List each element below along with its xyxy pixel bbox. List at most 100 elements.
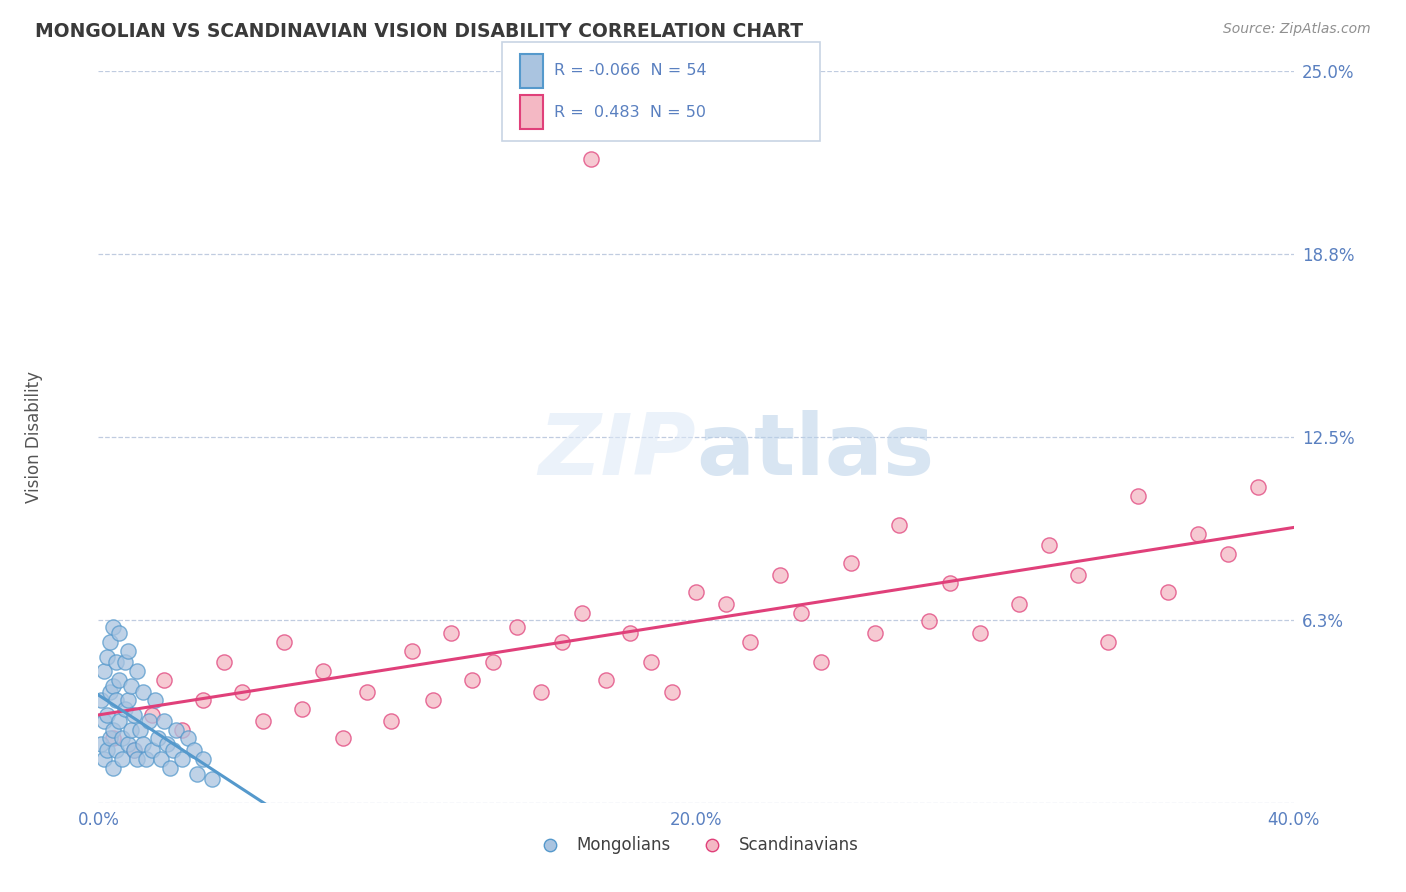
Point xyxy=(124,708,146,723)
Point xyxy=(114,702,136,716)
Point xyxy=(127,664,149,678)
Point xyxy=(1216,547,1239,561)
Point xyxy=(506,620,529,634)
Point xyxy=(1097,635,1119,649)
Point xyxy=(148,731,170,746)
Point xyxy=(550,635,572,649)
Point xyxy=(482,656,505,670)
Point xyxy=(93,664,115,678)
Point xyxy=(738,635,761,649)
Point xyxy=(103,620,125,634)
Point xyxy=(201,772,224,787)
Point xyxy=(177,731,200,746)
Point xyxy=(380,714,402,728)
Point xyxy=(1008,597,1031,611)
Point xyxy=(98,731,122,746)
Point xyxy=(132,737,155,751)
Point xyxy=(939,576,962,591)
Point xyxy=(865,626,887,640)
Point xyxy=(124,743,146,757)
Point xyxy=(117,693,139,707)
Point xyxy=(117,643,139,657)
Point xyxy=(422,693,444,707)
Point xyxy=(1247,480,1270,494)
Point xyxy=(619,626,641,640)
Point xyxy=(640,656,662,670)
Point xyxy=(186,766,208,780)
Point xyxy=(114,656,136,670)
Point xyxy=(1187,526,1209,541)
Point xyxy=(661,684,683,698)
Y-axis label: Vision Disability: Vision Disability xyxy=(25,371,42,503)
Point xyxy=(103,761,125,775)
Point xyxy=(356,684,378,698)
Point xyxy=(108,714,131,728)
Point xyxy=(90,693,112,707)
Point xyxy=(98,684,122,698)
Point xyxy=(401,643,423,657)
Point xyxy=(595,673,617,687)
Point xyxy=(1067,567,1090,582)
Point xyxy=(810,656,832,670)
Point xyxy=(1157,585,1180,599)
Point xyxy=(252,714,274,728)
Point xyxy=(138,714,160,728)
Point xyxy=(571,606,593,620)
Point xyxy=(141,708,163,723)
Point xyxy=(103,679,125,693)
Point xyxy=(105,693,128,707)
Point xyxy=(461,673,484,687)
Point xyxy=(96,649,118,664)
Text: atlas: atlas xyxy=(696,410,934,493)
Point xyxy=(769,567,792,582)
Point xyxy=(311,664,333,678)
Point xyxy=(273,635,295,649)
Legend: Mongolians, Scandinavians: Mongolians, Scandinavians xyxy=(526,829,866,860)
Point xyxy=(93,752,115,766)
Point xyxy=(111,752,134,766)
Point xyxy=(103,723,125,737)
Point xyxy=(165,723,187,737)
Point xyxy=(969,626,991,640)
Point xyxy=(714,597,737,611)
Point xyxy=(120,723,142,737)
Point xyxy=(183,743,205,757)
Point xyxy=(212,656,235,670)
Point xyxy=(135,752,157,766)
Point xyxy=(159,761,181,775)
Point xyxy=(127,752,149,766)
Point xyxy=(291,702,314,716)
Point xyxy=(789,606,811,620)
Point xyxy=(120,679,142,693)
Point xyxy=(172,752,194,766)
Point xyxy=(108,673,131,687)
Point xyxy=(108,626,131,640)
Point xyxy=(172,723,194,737)
Point xyxy=(153,673,176,687)
Text: MONGOLIAN VS SCANDINAVIAN VISION DISABILITY CORRELATION CHART: MONGOLIAN VS SCANDINAVIAN VISION DISABIL… xyxy=(35,22,803,41)
Point xyxy=(156,737,179,751)
Point xyxy=(105,743,128,757)
Point xyxy=(332,731,354,746)
Point xyxy=(90,737,112,751)
Point xyxy=(98,635,122,649)
Point xyxy=(191,752,214,766)
Point xyxy=(918,615,941,629)
Point xyxy=(685,585,707,599)
Point xyxy=(129,723,152,737)
Point xyxy=(530,684,553,698)
Point xyxy=(889,517,911,532)
Text: R = -0.066  N = 54: R = -0.066 N = 54 xyxy=(554,63,707,78)
Point xyxy=(1128,489,1150,503)
Point xyxy=(841,556,863,570)
Point xyxy=(143,693,166,707)
Point xyxy=(111,731,134,746)
Point xyxy=(440,626,463,640)
Point xyxy=(96,743,118,757)
Point xyxy=(124,743,146,757)
Point xyxy=(153,714,176,728)
Point xyxy=(103,731,125,746)
Point xyxy=(141,743,163,757)
Point xyxy=(150,752,173,766)
Point xyxy=(581,152,603,166)
